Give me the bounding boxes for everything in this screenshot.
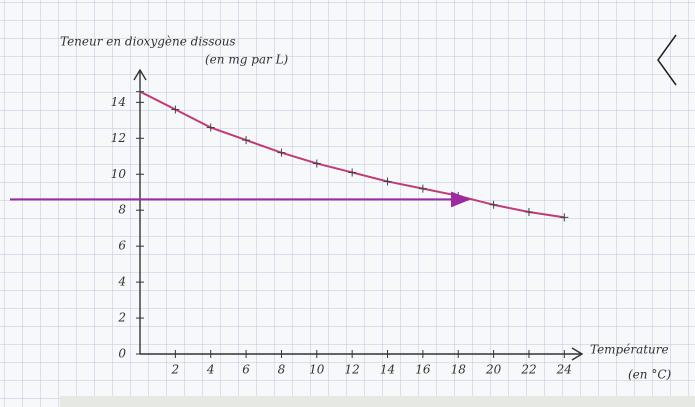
y-tick-label: 2 <box>117 311 126 325</box>
x-tick-label: 18 <box>451 363 467 377</box>
x-tick-label: 12 <box>345 363 360 377</box>
y-tick-label: 14 <box>111 95 126 109</box>
x-label-line-1: Température <box>590 343 669 357</box>
x-tick-label: 20 <box>485 363 502 377</box>
x-tick-label: 24 <box>556 363 572 377</box>
y-tick-label: 8 <box>118 203 126 217</box>
chart: Teneur en dioxygène dissous (en mg par L… <box>0 0 695 407</box>
title-line-1: Teneur en dioxygène dissous <box>60 35 236 49</box>
x-tick-label: 16 <box>415 363 431 377</box>
paper-edge <box>60 396 695 407</box>
y-tick-label: 4 <box>117 275 126 289</box>
x-tick-label: 4 <box>206 363 215 377</box>
title-line-2: (en mg par L) <box>205 53 289 67</box>
y-tick-label: 12 <box>111 131 126 145</box>
x-label-line-2: (en °C) <box>628 368 672 382</box>
x-tick-label: 10 <box>309 363 325 377</box>
x-tick-label: 14 <box>380 363 395 377</box>
page: {"chart_data": {"type": "line", "title":… <box>0 0 695 407</box>
y-tick-label: 6 <box>118 239 126 253</box>
x-tick-label: 22 <box>520 363 536 377</box>
y-tick-label: 0 <box>118 347 126 361</box>
x-tick-label: 2 <box>171 363 180 377</box>
x-tick-label: 8 <box>278 363 286 377</box>
y-tick-label: 10 <box>111 167 127 181</box>
x-tick-label: 6 <box>242 363 250 377</box>
